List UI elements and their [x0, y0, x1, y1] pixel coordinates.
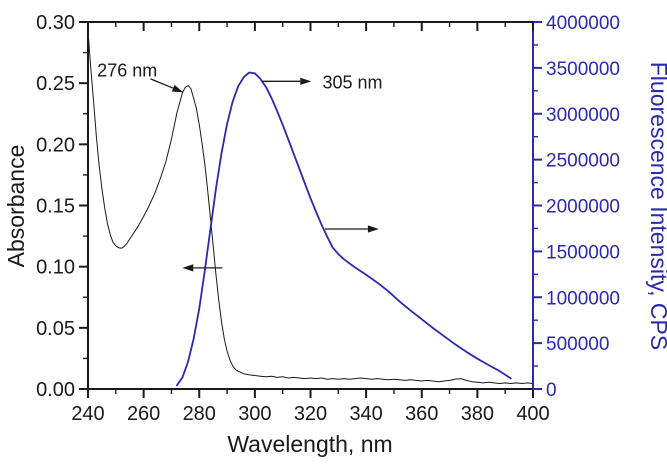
x-tick-label: 280 — [183, 403, 216, 425]
left-tick-label: 0.25 — [36, 73, 75, 95]
x-tick-label: 300 — [238, 403, 271, 425]
annotation-abs-peak-label: 276 nm — [97, 60, 157, 80]
x-tick-label: 360 — [405, 403, 438, 425]
right-tick-label: 500000 — [546, 334, 609, 355]
em-axis-pointer-arrowhead — [367, 225, 379, 233]
x-tick-label: 400 — [516, 403, 549, 425]
absorbance-curve — [87, 30, 534, 384]
x-tick-label: 380 — [461, 403, 494, 425]
left-axis-title: Absorbance — [3, 145, 29, 268]
left-axis-tick-labels: 0.00 0.05 0.10 0.15 0.20 0.25 0.30 — [36, 12, 75, 401]
right-tick-label: 2000000 — [546, 197, 620, 218]
x-axis-tick-labels: 240 260 280 300 320 340 360 380 400 — [71, 403, 549, 425]
left-tick-label: 0.20 — [36, 134, 75, 156]
left-tick-label: 0.00 — [36, 379, 75, 401]
annotations: 276 nm 305 nm — [97, 60, 383, 272]
right-tick-label: 3000000 — [546, 105, 620, 126]
left-tick-label: 0.10 — [36, 257, 75, 279]
right-axis-tick-labels: 0 500000 1000000 1500000 2000000 2500000 30000… — [546, 13, 620, 401]
right-tick-label: 1000000 — [546, 288, 620, 309]
left-tick-label: 0.15 — [36, 196, 75, 218]
x-tick-label: 260 — [127, 403, 160, 425]
right-tick-label: 4000000 — [546, 13, 620, 34]
right-tick-label: 3500000 — [546, 59, 620, 80]
fluorescence-curve — [176, 71, 512, 387]
left-tick-label: 0.05 — [36, 318, 75, 340]
x-tick-label: 320 — [294, 403, 327, 425]
series-curves — [87, 30, 534, 387]
annotation-em-peak-label: 305 nm — [322, 73, 382, 93]
abs-peak-label-line — [150, 78, 174, 89]
x-axis-title: Wavelength, nm — [227, 431, 392, 457]
left-tick-label: 0.30 — [36, 12, 75, 34]
right-tick-label: 2500000 — [546, 151, 620, 172]
right-axis-title: Fluorescence Intensity, CPS — [646, 62, 667, 350]
abs-peak-label-arrowhead — [171, 84, 184, 93]
x-tick-label: 240 — [71, 403, 104, 425]
abs-axis-pointer-arrowhead — [182, 264, 194, 272]
right-tick-label: 0 — [546, 380, 557, 401]
right-tick-label: 1500000 — [546, 242, 620, 263]
em-peak-label-arrowhead — [300, 77, 312, 85]
axis-ticks — [79, 21, 542, 398]
x-tick-label: 340 — [349, 403, 382, 425]
